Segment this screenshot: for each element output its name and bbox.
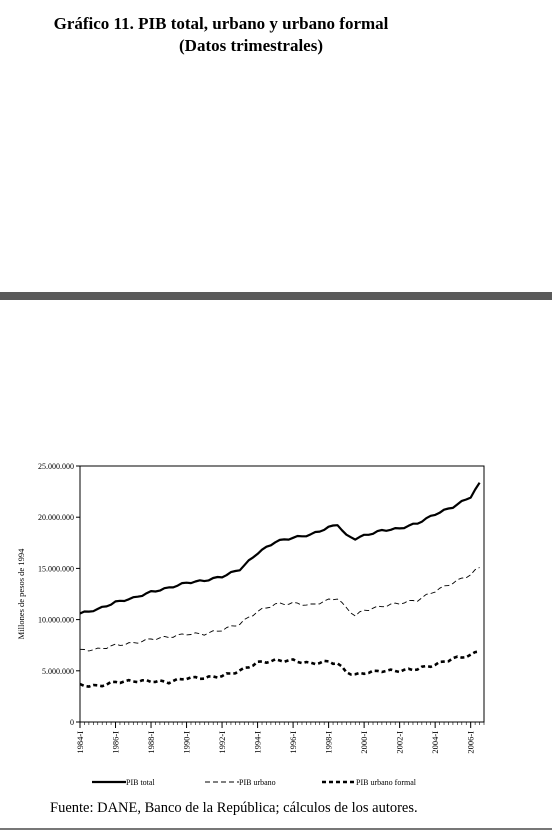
y-tick-label: 10.000.000 [38, 616, 74, 625]
y-tick-label: 15.000.000 [38, 564, 74, 573]
source-note: Fuente: DANE, Banco de la República; cál… [50, 800, 418, 816]
section-divider [0, 292, 552, 300]
y-axis-label: Millones de pesos de 1994 [16, 548, 26, 639]
bottom-divider [0, 828, 552, 830]
x-tick-label: 2006-I [466, 731, 476, 754]
y-tick-label: 20.000.000 [38, 513, 74, 522]
series-line-1 [79, 482, 481, 615]
x-tick-label: 2000-I [359, 731, 369, 754]
legend-label-2: PIB urbano [239, 778, 276, 787]
chart-title: Gráfico 11. PIB total, urbano y urbano f… [53, 14, 389, 33]
y-tick-label: 5.000.000 [42, 667, 74, 676]
legend-label-3: PIB urbano formal [356, 778, 417, 787]
x-tick-label: 1984-I [75, 731, 85, 754]
series-line-2 [79, 567, 480, 652]
chart-subtitle: (Datos trimestrales) [179, 36, 323, 55]
series-line-3 [79, 650, 480, 688]
plot-frame [79, 465, 485, 723]
x-tick-label: 1988-I [146, 731, 156, 754]
x-tick-label: 1986-I [111, 731, 121, 754]
x-tick-label: 1990-I [182, 731, 192, 754]
plot-area: 0 5.000.000 10.000.000 15.000.000 20.000.000… [16, 462, 485, 787]
x-tick-label: 2004-I [430, 731, 440, 754]
x-tick-label: 1994-I [253, 731, 263, 754]
legend-label-1: PIB total [126, 778, 155, 787]
x-tick-label: 1992-I [217, 731, 227, 754]
x-tick-label: 2002-I [395, 731, 405, 754]
x-tick-label: 1998-I [324, 731, 334, 754]
line-chart: 0 5.000.000 10.000.000 15.000.000 20.000.000… [16, 462, 485, 787]
x-tick-label: 1996-I [288, 731, 298, 754]
y-tick-label: 25.000.000 [38, 462, 74, 471]
y-tick-label: 0 [70, 718, 74, 727]
